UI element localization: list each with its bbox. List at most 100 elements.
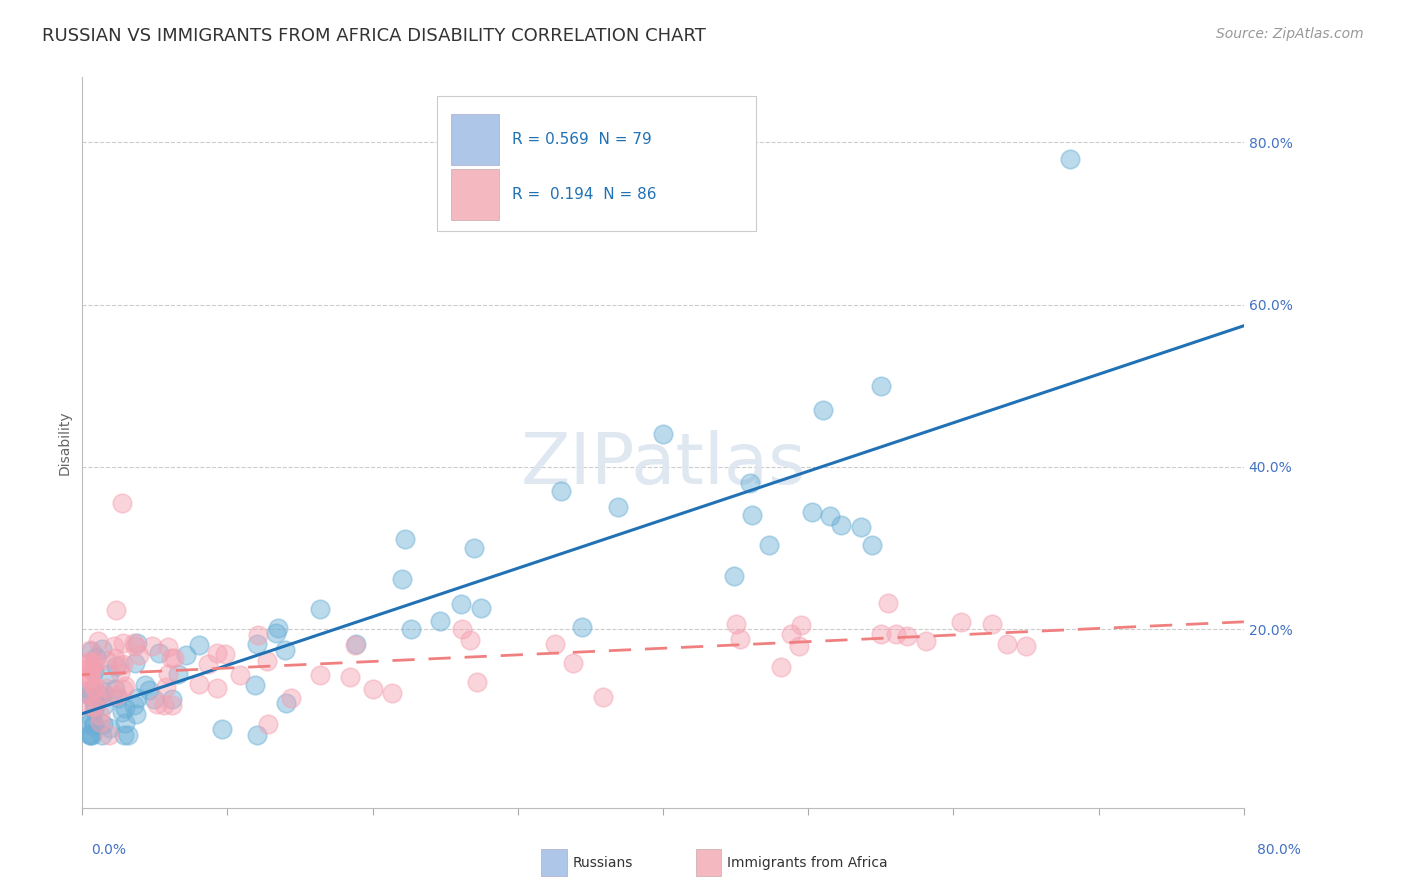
Text: 0.0%: 0.0% xyxy=(91,843,127,857)
Point xyxy=(394,533,416,547)
Point xyxy=(308,667,330,681)
Point xyxy=(949,615,972,629)
Point xyxy=(274,642,297,657)
Point xyxy=(111,496,134,510)
Point xyxy=(264,625,287,640)
Point xyxy=(160,698,183,713)
Point xyxy=(103,639,125,653)
Point xyxy=(98,721,121,735)
Point xyxy=(211,722,233,736)
Point xyxy=(93,685,115,699)
Point xyxy=(105,603,128,617)
Point xyxy=(84,650,107,665)
Point xyxy=(188,638,211,652)
Point xyxy=(571,620,593,634)
Point xyxy=(544,637,567,651)
Point xyxy=(801,505,824,519)
Point xyxy=(174,648,197,662)
Text: R =  0.194  N = 86: R = 0.194 N = 86 xyxy=(512,186,657,202)
Point xyxy=(869,627,891,641)
Point xyxy=(205,681,228,695)
Point xyxy=(79,698,101,713)
Point xyxy=(197,657,219,672)
Y-axis label: Disability: Disability xyxy=(58,410,72,475)
Point xyxy=(83,657,105,672)
Point xyxy=(138,682,160,697)
Point xyxy=(361,682,384,697)
Point xyxy=(83,680,105,694)
Point xyxy=(108,657,131,672)
Point xyxy=(465,675,488,690)
Point xyxy=(93,698,115,712)
Point xyxy=(79,728,101,742)
Point xyxy=(84,655,107,669)
Point xyxy=(89,707,111,722)
Point xyxy=(884,627,907,641)
Point xyxy=(256,717,278,731)
Point xyxy=(96,681,118,696)
Point xyxy=(1015,639,1038,653)
Point xyxy=(205,646,228,660)
Point xyxy=(79,654,101,668)
Point xyxy=(214,647,236,661)
Point xyxy=(246,628,269,642)
Point xyxy=(79,659,101,673)
Point xyxy=(723,568,745,582)
Point xyxy=(450,597,472,611)
Point xyxy=(280,690,302,705)
Point xyxy=(79,715,101,730)
Point xyxy=(104,650,127,665)
Point xyxy=(344,637,367,651)
Point xyxy=(112,728,135,742)
Point xyxy=(156,640,179,654)
Point xyxy=(380,686,402,700)
Point xyxy=(111,635,134,649)
Point xyxy=(125,635,148,649)
Point xyxy=(98,728,121,742)
Text: ZIPatlas: ZIPatlas xyxy=(520,430,806,499)
Point xyxy=(830,518,852,533)
Point xyxy=(82,712,104,726)
FancyBboxPatch shape xyxy=(437,95,756,231)
Point xyxy=(79,673,101,688)
Point xyxy=(112,681,135,696)
Point xyxy=(117,728,139,742)
Point xyxy=(91,642,114,657)
Point xyxy=(157,666,180,681)
Point xyxy=(246,637,269,651)
Point xyxy=(89,714,111,729)
Point xyxy=(79,689,101,703)
Point xyxy=(89,688,111,702)
Point xyxy=(229,667,252,681)
Point xyxy=(134,678,156,692)
Point xyxy=(308,602,330,616)
Point xyxy=(274,696,297,710)
Text: Immigrants from Africa: Immigrants from Africa xyxy=(727,855,887,870)
Point xyxy=(124,698,146,713)
Point xyxy=(82,728,104,742)
Point xyxy=(114,701,136,715)
Point xyxy=(167,667,190,681)
Point xyxy=(114,679,136,693)
Point xyxy=(160,651,183,665)
Point xyxy=(450,622,472,636)
Point xyxy=(849,520,872,534)
Point xyxy=(818,508,841,523)
Point xyxy=(562,656,585,670)
Point xyxy=(86,693,108,707)
Point xyxy=(146,697,169,711)
Point xyxy=(83,699,105,714)
Point xyxy=(243,678,266,692)
Point xyxy=(141,639,163,653)
Point xyxy=(124,707,146,722)
Point xyxy=(108,665,131,680)
Point xyxy=(111,705,134,719)
Point xyxy=(811,403,834,417)
Point xyxy=(97,666,120,681)
Point xyxy=(79,669,101,683)
Point xyxy=(869,378,891,392)
Point xyxy=(142,692,165,706)
Point xyxy=(246,728,269,742)
Point xyxy=(107,691,129,706)
Point xyxy=(79,673,101,687)
